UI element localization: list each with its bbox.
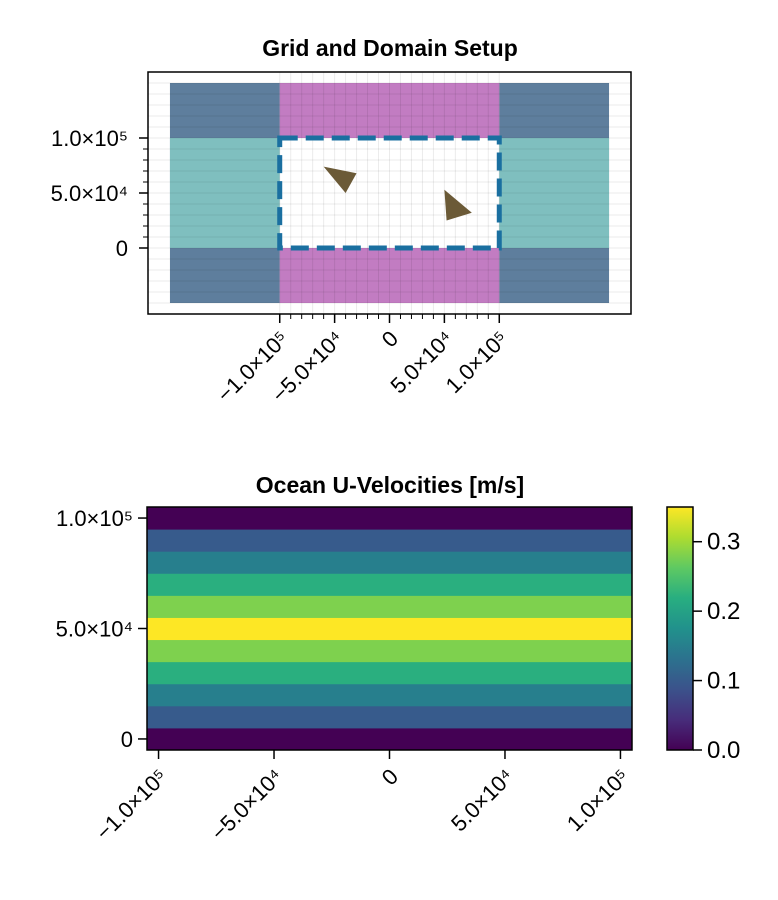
x-tick-label: 1.0×10⁵ <box>562 764 634 836</box>
heatmap-band <box>147 507 632 530</box>
heatmap-band <box>147 551 632 574</box>
y-tick-label: 0 <box>116 236 128 261</box>
heatmap-band <box>147 617 632 641</box>
x-tick-label: −1.0×10⁵ <box>91 764 172 845</box>
y-tick-label: 0 <box>121 727 133 752</box>
heatmap-band <box>147 529 632 552</box>
colorbar-tick-label: 0.1 <box>707 668 740 695</box>
x-tick-label: 1.0×10⁵ <box>441 326 513 398</box>
y-tick-label: 5.0×10⁴ <box>51 181 128 206</box>
x-tick-label: 0 <box>377 326 403 352</box>
x-tick-label: 5.0×10⁴ <box>446 764 518 836</box>
y-tick-label: 5.0×10⁴ <box>56 617 133 642</box>
heatmap-band <box>147 661 632 685</box>
x-tick-label: 0 <box>377 764 403 790</box>
plot2-title: Ocean U-Velocities [m/s] <box>256 472 524 498</box>
floe-0 <box>323 166 357 193</box>
x-tick-label: −5.0×10⁴ <box>206 764 287 845</box>
floe-1 <box>444 189 472 221</box>
heatmap-band <box>147 727 632 751</box>
heatmap-band <box>147 639 632 663</box>
heatmap-band <box>147 705 632 729</box>
domain-outline <box>277 135 502 251</box>
grid-domain-plot: Grid and Domain Setup −1.0×10⁵−5.0×10⁴ 05… <box>51 35 632 407</box>
heatmap-band <box>147 573 632 596</box>
colorbar-tick-label: 0.0 <box>707 737 740 764</box>
colorbar-gradient <box>666 506 694 751</box>
plot1-title: Grid and Domain Setup <box>262 35 518 61</box>
y-tick-label: 1.0×10⁵ <box>56 506 133 531</box>
heatmap-band <box>147 595 632 618</box>
heatmap-band <box>147 683 632 707</box>
colorbar: 0.0 0.1 0.2 0.3 <box>666 506 740 764</box>
colorbar-tick-label: 0.2 <box>707 598 740 625</box>
region-4 <box>279 138 500 248</box>
ocean-velocity-plot: Ocean U-Velocities [m/s] −1.0×10⁵ −5.0×10… <box>56 472 634 845</box>
colorbar-tick-label: 0.3 <box>707 529 740 556</box>
y-tick-label: 1.0×10⁵ <box>51 126 128 151</box>
